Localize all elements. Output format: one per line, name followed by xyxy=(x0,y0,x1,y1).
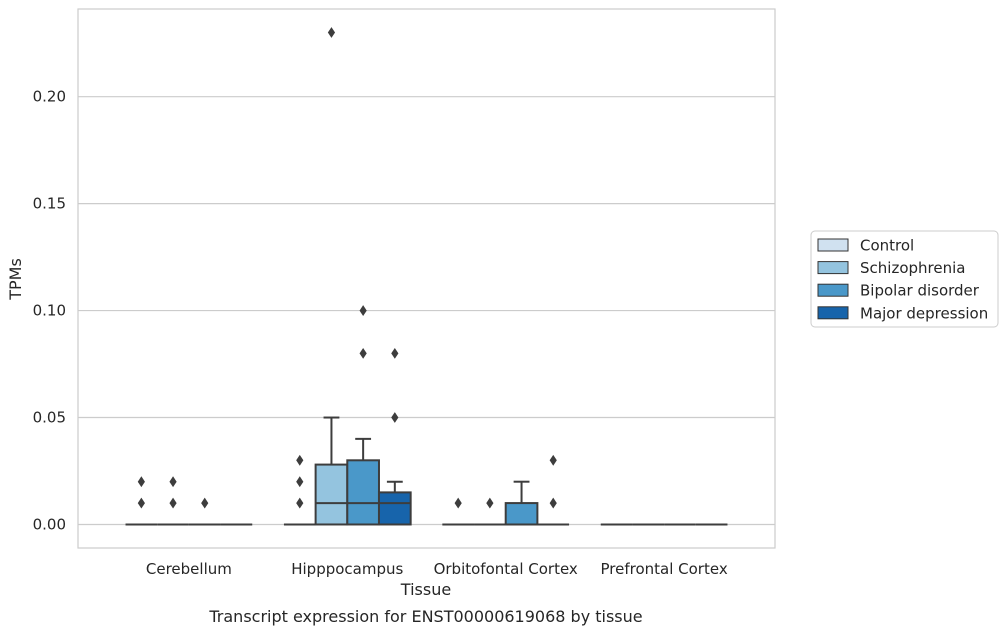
y-tick-label: 0.15 xyxy=(33,195,66,213)
chart-caption: Transcript expression for ENST0000061906… xyxy=(208,607,642,626)
box-body xyxy=(504,502,539,526)
box-body xyxy=(314,463,349,526)
outlier-point xyxy=(296,476,304,488)
x-axis-label: Tissue xyxy=(400,580,451,599)
outlier-point xyxy=(486,497,494,509)
legend-label: Schizophrenia xyxy=(860,259,965,277)
outliers xyxy=(137,27,557,509)
legend: Control Schizophrenia Bipolar disorder Majo… xyxy=(810,230,999,328)
legend-swatch xyxy=(817,238,849,252)
legend-label: Bipolar disorder xyxy=(860,282,980,300)
gridlines xyxy=(78,96,775,526)
outlier-point xyxy=(549,497,557,509)
legend-swatch xyxy=(817,283,849,297)
box-bipolar-disorder xyxy=(346,437,380,526)
plot-area-frame xyxy=(77,8,776,549)
legend-swatch xyxy=(817,261,849,275)
outlier-point xyxy=(296,454,304,466)
outlier-point xyxy=(137,497,145,509)
y-tick-label: 0.05 xyxy=(33,409,66,427)
outlier-point xyxy=(359,347,367,359)
y-axis-ticks: 0.00 0.05 0.10 0.15 0.20 xyxy=(33,88,66,534)
y-tick-label: 0.20 xyxy=(33,88,66,106)
outlier-point xyxy=(549,454,557,466)
x-axis-ticks: Cerebellum Hipppocampus Orbitofontal Corte… xyxy=(146,560,728,578)
legend-frame xyxy=(810,230,999,328)
box-bipolar-disorder xyxy=(504,480,539,526)
x-tick-label: Orbitofontal Cortex xyxy=(434,560,578,578)
outlier-point xyxy=(201,497,209,509)
legend-swatch xyxy=(817,306,849,320)
outlier-point xyxy=(169,497,177,509)
x-tick-label: Hipppocampus xyxy=(291,560,403,578)
x-tick-label: Cerebellum xyxy=(146,560,232,578)
outlier-point xyxy=(137,476,145,488)
outlier-point xyxy=(359,305,367,316)
x-tick-label: Prefrontal Cortex xyxy=(601,560,728,578)
box-schizophrenia xyxy=(314,416,349,526)
boxes xyxy=(125,416,728,526)
box-body xyxy=(346,459,380,526)
y-tick-label: 0.00 xyxy=(33,515,66,533)
outlier-point xyxy=(391,347,399,359)
outlier-point xyxy=(391,412,399,423)
y-tick-label: 0.10 xyxy=(33,302,66,320)
legend-label: Major depression xyxy=(860,304,988,322)
outlier-point xyxy=(169,476,177,488)
box-major-depression xyxy=(377,480,412,526)
box-body xyxy=(377,491,412,526)
outlier-point xyxy=(454,497,462,509)
legend-label: Control xyxy=(860,237,914,255)
y-axis-label: TPMs xyxy=(6,258,25,301)
outlier-point xyxy=(327,27,336,38)
outlier-point xyxy=(296,497,304,509)
